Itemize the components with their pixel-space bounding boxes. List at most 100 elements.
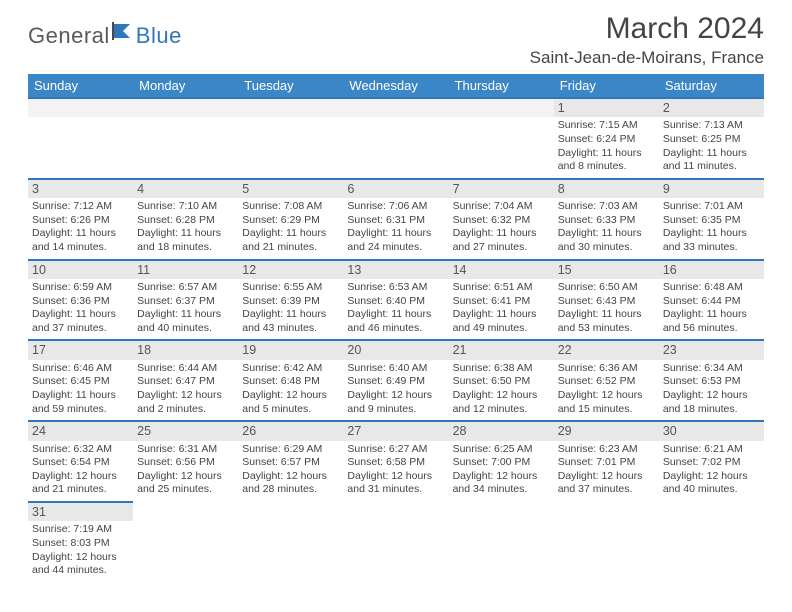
daylight: Daylight: 12 hours and 34 minutes. bbox=[453, 470, 550, 497]
sunset: Sunset: 6:44 PM bbox=[663, 295, 760, 309]
day-details: Sunrise: 6:50 AMSunset: 6:43 PMDaylight:… bbox=[554, 279, 659, 341]
calendar-table: SundayMondayTuesdayWednesdayThursdayFrid… bbox=[28, 74, 764, 582]
logo-flag-icon bbox=[112, 22, 134, 45]
daylight: Daylight: 12 hours and 21 minutes. bbox=[32, 470, 129, 497]
empty-cell bbox=[554, 521, 659, 582]
daylight: Daylight: 11 hours and 56 minutes. bbox=[663, 308, 760, 335]
daylight: Daylight: 12 hours and 28 minutes. bbox=[242, 470, 339, 497]
sunrise: Sunrise: 7:19 AM bbox=[32, 523, 129, 537]
day-number: 10 bbox=[28, 260, 133, 279]
sunset: Sunset: 6:24 PM bbox=[558, 133, 655, 147]
day-number: 18 bbox=[133, 340, 238, 359]
daylight: Daylight: 11 hours and 8 minutes. bbox=[558, 147, 655, 174]
empty-cell bbox=[133, 521, 238, 582]
empty-cell bbox=[343, 117, 448, 179]
detail-row: Sunrise: 6:46 AMSunset: 6:45 PMDaylight:… bbox=[28, 360, 764, 422]
day-details: Sunrise: 6:42 AMSunset: 6:48 PMDaylight:… bbox=[238, 360, 343, 422]
day-details: Sunrise: 6:46 AMSunset: 6:45 PMDaylight:… bbox=[28, 360, 133, 422]
daylight: Daylight: 11 hours and 53 minutes. bbox=[558, 308, 655, 335]
day-details: Sunrise: 6:23 AMSunset: 7:01 PMDaylight:… bbox=[554, 441, 659, 503]
daynum-row: 31 bbox=[28, 502, 764, 521]
empty-cell bbox=[238, 98, 343, 117]
daylight: Daylight: 11 hours and 27 minutes. bbox=[453, 227, 550, 254]
daylight: Daylight: 12 hours and 2 minutes. bbox=[137, 389, 234, 416]
sunrise: Sunrise: 6:50 AM bbox=[558, 281, 655, 295]
daylight: Daylight: 11 hours and 46 minutes. bbox=[347, 308, 444, 335]
calendar-body: 12Sunrise: 7:15 AMSunset: 6:24 PMDayligh… bbox=[28, 98, 764, 582]
weekday-header-row: SundayMondayTuesdayWednesdayThursdayFrid… bbox=[28, 74, 764, 98]
empty-cell bbox=[449, 521, 554, 582]
sunrise: Sunrise: 7:06 AM bbox=[347, 200, 444, 214]
day-number: 14 bbox=[449, 260, 554, 279]
empty-cell bbox=[238, 521, 343, 582]
day-number: 28 bbox=[449, 421, 554, 440]
weekday-header: Friday bbox=[554, 74, 659, 98]
sunrise: Sunrise: 6:53 AM bbox=[347, 281, 444, 295]
sunset: Sunset: 6:43 PM bbox=[558, 295, 655, 309]
empty-cell bbox=[28, 98, 133, 117]
empty-cell bbox=[659, 521, 764, 582]
daylight: Daylight: 12 hours and 5 minutes. bbox=[242, 389, 339, 416]
header: General Blue March 2024 Saint-Jean-de-Mo… bbox=[28, 12, 764, 68]
daylight: Daylight: 12 hours and 40 minutes. bbox=[663, 470, 760, 497]
day-number: 19 bbox=[238, 340, 343, 359]
daylight: Daylight: 11 hours and 43 minutes. bbox=[242, 308, 339, 335]
empty-cell bbox=[133, 98, 238, 117]
day-number: 16 bbox=[659, 260, 764, 279]
day-details: Sunrise: 6:40 AMSunset: 6:49 PMDaylight:… bbox=[343, 360, 448, 422]
logo-text-blue: Blue bbox=[136, 23, 182, 49]
day-number: 30 bbox=[659, 421, 764, 440]
day-details: Sunrise: 7:04 AMSunset: 6:32 PMDaylight:… bbox=[449, 198, 554, 260]
empty-cell bbox=[659, 502, 764, 521]
sunset: Sunset: 7:02 PM bbox=[663, 456, 760, 470]
sunrise: Sunrise: 6:36 AM bbox=[558, 362, 655, 376]
daylight: Daylight: 12 hours and 25 minutes. bbox=[137, 470, 234, 497]
weekday-header: Monday bbox=[133, 74, 238, 98]
day-details: Sunrise: 6:57 AMSunset: 6:37 PMDaylight:… bbox=[133, 279, 238, 341]
day-details: Sunrise: 7:15 AMSunset: 6:24 PMDaylight:… bbox=[554, 117, 659, 179]
sunrise: Sunrise: 6:55 AM bbox=[242, 281, 339, 295]
day-number: 22 bbox=[554, 340, 659, 359]
day-number: 23 bbox=[659, 340, 764, 359]
day-number: 7 bbox=[449, 179, 554, 198]
empty-cell bbox=[133, 117, 238, 179]
sunrise: Sunrise: 6:57 AM bbox=[137, 281, 234, 295]
empty-cell bbox=[238, 117, 343, 179]
sunrise: Sunrise: 6:40 AM bbox=[347, 362, 444, 376]
sunrise: Sunrise: 6:34 AM bbox=[663, 362, 760, 376]
day-details: Sunrise: 7:12 AMSunset: 6:26 PMDaylight:… bbox=[28, 198, 133, 260]
sunrise: Sunrise: 7:13 AM bbox=[663, 119, 760, 133]
day-details: Sunrise: 6:51 AMSunset: 6:41 PMDaylight:… bbox=[449, 279, 554, 341]
sunrise: Sunrise: 6:51 AM bbox=[453, 281, 550, 295]
day-details: Sunrise: 7:10 AMSunset: 6:28 PMDaylight:… bbox=[133, 198, 238, 260]
location: Saint-Jean-de-Moirans, France bbox=[530, 48, 764, 68]
sunrise: Sunrise: 7:04 AM bbox=[453, 200, 550, 214]
sunrise: Sunrise: 6:48 AM bbox=[663, 281, 760, 295]
sunrise: Sunrise: 7:03 AM bbox=[558, 200, 655, 214]
sunrise: Sunrise: 6:46 AM bbox=[32, 362, 129, 376]
sunset: Sunset: 6:53 PM bbox=[663, 375, 760, 389]
sunset: Sunset: 6:50 PM bbox=[453, 375, 550, 389]
day-number: 9 bbox=[659, 179, 764, 198]
sunrise: Sunrise: 6:27 AM bbox=[347, 443, 444, 457]
sunset: Sunset: 7:01 PM bbox=[558, 456, 655, 470]
day-details: Sunrise: 6:34 AMSunset: 6:53 PMDaylight:… bbox=[659, 360, 764, 422]
detail-row: Sunrise: 6:32 AMSunset: 6:54 PMDaylight:… bbox=[28, 441, 764, 503]
daylight: Daylight: 11 hours and 14 minutes. bbox=[32, 227, 129, 254]
daylight: Daylight: 12 hours and 15 minutes. bbox=[558, 389, 655, 416]
empty-cell bbox=[449, 502, 554, 521]
day-number: 25 bbox=[133, 421, 238, 440]
day-details: Sunrise: 6:29 AMSunset: 6:57 PMDaylight:… bbox=[238, 441, 343, 503]
day-number: 6 bbox=[343, 179, 448, 198]
sunrise: Sunrise: 6:59 AM bbox=[32, 281, 129, 295]
day-details: Sunrise: 6:36 AMSunset: 6:52 PMDaylight:… bbox=[554, 360, 659, 422]
daylight: Daylight: 12 hours and 18 minutes. bbox=[663, 389, 760, 416]
day-details: Sunrise: 6:48 AMSunset: 6:44 PMDaylight:… bbox=[659, 279, 764, 341]
sunrise: Sunrise: 6:32 AM bbox=[32, 443, 129, 457]
day-number: 24 bbox=[28, 421, 133, 440]
day-details: Sunrise: 6:25 AMSunset: 7:00 PMDaylight:… bbox=[449, 441, 554, 503]
sunrise: Sunrise: 6:44 AM bbox=[137, 362, 234, 376]
day-number: 29 bbox=[554, 421, 659, 440]
sunrise: Sunrise: 6:42 AM bbox=[242, 362, 339, 376]
sunset: Sunset: 6:52 PM bbox=[558, 375, 655, 389]
